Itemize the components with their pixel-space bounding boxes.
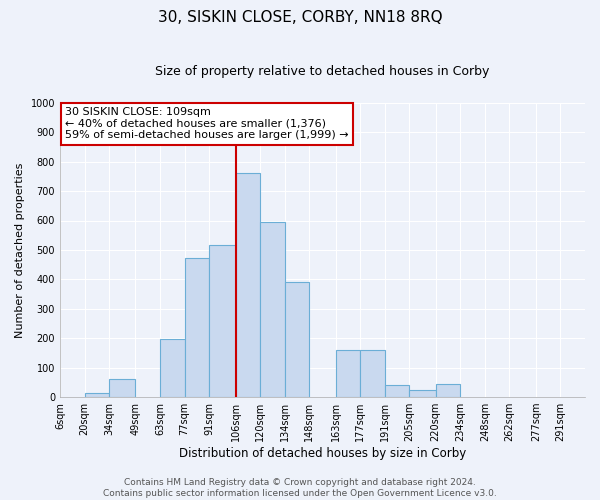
Bar: [335, 350, 360, 397]
X-axis label: Distribution of detached houses by size in Corby: Distribution of detached houses by size …: [179, 447, 466, 460]
Bar: [109, 379, 136, 397]
Bar: [360, 350, 385, 397]
Bar: [260, 222, 285, 397]
Bar: [209, 245, 236, 397]
Bar: [385, 384, 409, 397]
Text: 30, SISKIN CLOSE, CORBY, NN18 8RQ: 30, SISKIN CLOSE, CORBY, NN18 8RQ: [158, 10, 442, 25]
Bar: [185, 258, 209, 397]
Bar: [160, 339, 185, 397]
Bar: [236, 174, 260, 397]
Bar: [285, 282, 309, 397]
Bar: [85, 392, 109, 397]
Bar: [409, 390, 436, 397]
Bar: [436, 384, 460, 397]
Text: 30 SISKIN CLOSE: 109sqm
← 40% of detached houses are smaller (1,376)
59% of semi: 30 SISKIN CLOSE: 109sqm ← 40% of detache…: [65, 107, 349, 140]
Text: Contains HM Land Registry data © Crown copyright and database right 2024.
Contai: Contains HM Land Registry data © Crown c…: [103, 478, 497, 498]
Y-axis label: Number of detached properties: Number of detached properties: [15, 162, 25, 338]
Title: Size of property relative to detached houses in Corby: Size of property relative to detached ho…: [155, 65, 490, 78]
